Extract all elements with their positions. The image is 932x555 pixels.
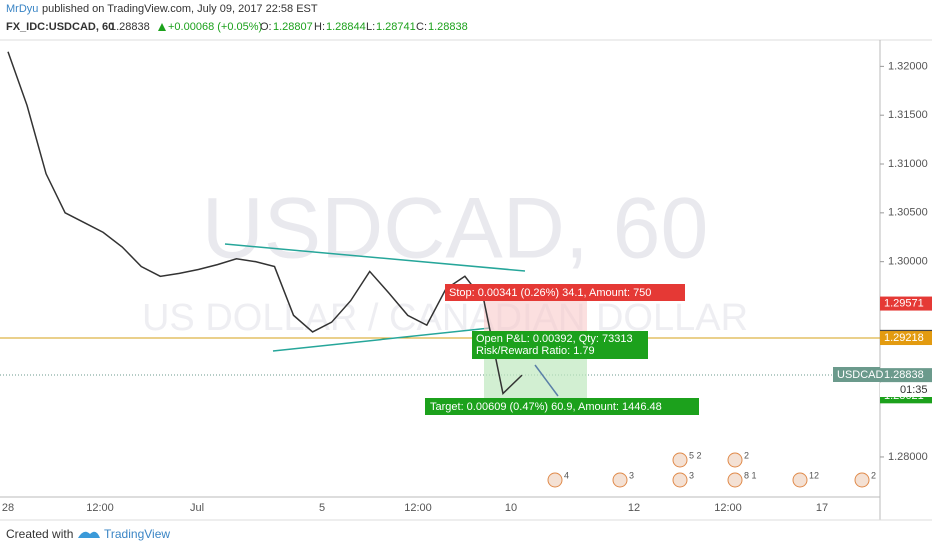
y-tick-label: 1.30000 <box>888 256 928 268</box>
event-icon <box>727 452 743 468</box>
event-icon <box>547 472 563 488</box>
x-tick-label: 12:00 <box>404 502 432 514</box>
open-text: Open P&L: 0.00392, Qty: 73313 <box>476 333 633 345</box>
event-count: 2 <box>871 470 876 480</box>
countdown: 01:35 <box>900 384 928 396</box>
price-badge <box>880 368 932 383</box>
trendline <box>224 243 526 272</box>
event-count: 12 <box>809 470 819 480</box>
o: 1.28807 <box>273 21 313 33</box>
price-line <box>7 51 523 395</box>
symbol: FX_IDC:USDCAD, 60 <box>6 21 114 33</box>
stop-text: Stop: 0.00341 (0.26%) 34.1, Amount: 750 <box>449 287 651 299</box>
up-arrow <box>158 23 166 31</box>
x-tick-label: 12:00 <box>86 502 114 514</box>
logo <box>78 531 100 538</box>
price-badge-label: 1.29218 <box>884 332 924 344</box>
event-count: 8 1 <box>744 470 757 480</box>
published: published on TradingView.com, July 09, 2… <box>42 3 318 15</box>
event-icon <box>727 472 743 488</box>
x-tick-label: 12:00 <box>714 502 742 514</box>
countdown-box <box>880 383 932 397</box>
event-icon <box>672 452 688 468</box>
price-badge <box>880 331 932 346</box>
event-count: 3 <box>689 470 694 480</box>
y-tick-label: 1.28000 <box>888 451 928 463</box>
x-tick-label: 17 <box>816 502 828 514</box>
y-tick-label: 1.30500 <box>888 207 928 219</box>
event-count: 2 <box>744 450 749 460</box>
x-tick-label: 5 <box>319 502 325 514</box>
event-icon <box>612 472 628 488</box>
target-box <box>425 398 699 415</box>
last: 1.28838 <box>110 21 150 33</box>
event-icon <box>792 472 808 488</box>
stop-box <box>445 284 685 301</box>
x-tick-label: 28 <box>2 502 14 514</box>
symbol-tag-box <box>833 367 880 382</box>
x-tick-label: Jul <box>190 502 204 514</box>
watermark-symbol: USDCAD, 60 <box>202 181 709 277</box>
l: 1.28741 <box>376 21 416 33</box>
x-tick-label: 12 <box>628 502 640 514</box>
open-box <box>472 331 648 359</box>
price-badge-label: 1.28838 <box>884 369 924 381</box>
trendline <box>272 327 491 352</box>
y-tick-label: 1.31000 <box>888 158 928 170</box>
h-label: H: <box>314 21 325 33</box>
ratio-text: Risk/Reward Ratio: 1.79 <box>476 345 595 357</box>
author[interactable]: MrDyu <box>6 3 38 15</box>
change: +0.00068 (+0.05%) <box>168 21 262 33</box>
price-badge <box>880 296 932 311</box>
x-tick-label: 10 <box>505 502 517 514</box>
event-count: 4 <box>564 470 569 480</box>
l-label: L: <box>366 21 375 33</box>
arrow <box>534 364 559 397</box>
price-badge-label: 1.29571 <box>884 297 924 309</box>
created-with: Created with <box>6 527 73 541</box>
target-text: Target: 0.00609 (0.47%) 60.9, Amount: 14… <box>430 401 662 413</box>
brand[interactable]: TradingView <box>104 527 170 541</box>
event-icon <box>854 472 870 488</box>
c: 1.28838 <box>428 21 468 33</box>
symbol-tag: USDCAD <box>837 369 884 381</box>
o-label: O: <box>260 21 272 33</box>
event-count: 5 2 <box>689 450 702 460</box>
event-count: 3 <box>629 470 634 480</box>
c-label: C: <box>416 21 427 33</box>
y-tick-label: 1.32000 <box>888 60 928 72</box>
h: 1.28844 <box>326 21 366 33</box>
event-icon <box>672 472 688 488</box>
y-tick-label: 1.31500 <box>888 109 928 121</box>
